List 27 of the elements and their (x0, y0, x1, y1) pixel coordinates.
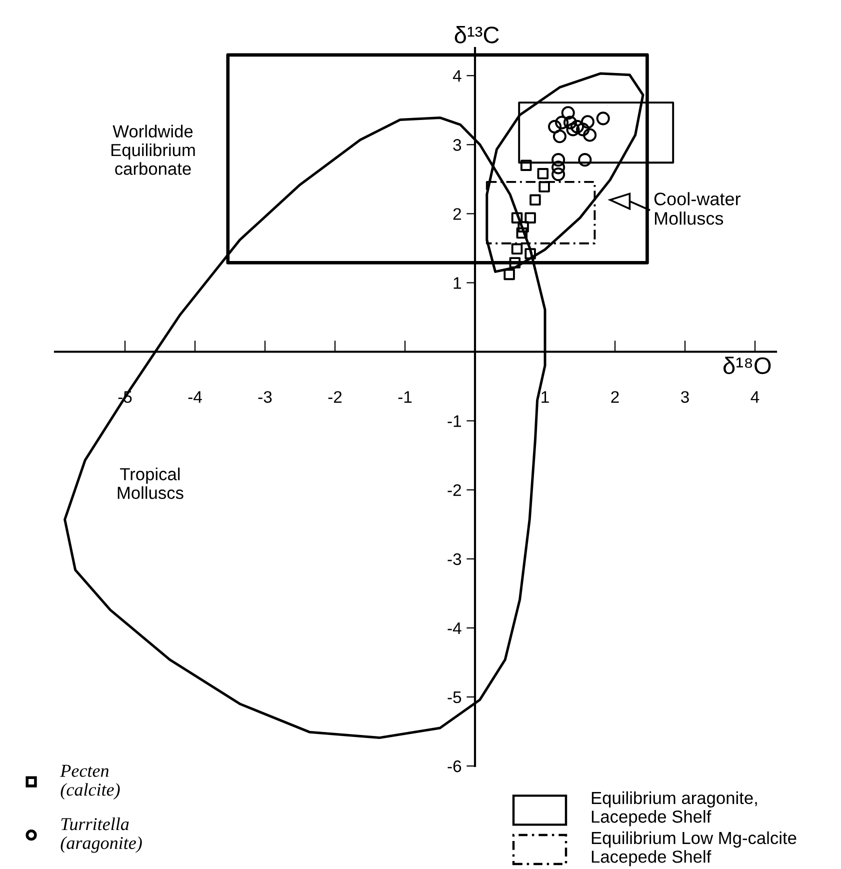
y-tick-label: -6 (448, 760, 462, 772)
annotation: Worldwide Equilibrium carbonate (111, 124, 195, 175)
y-axis-title: δ¹³C (454, 26, 499, 44)
y-tick-label: 1 (454, 277, 461, 289)
text: Equilibrium aragonite, Lacepede Shelf (592, 791, 757, 826)
x-tick-label: -3 (258, 391, 272, 403)
y-tick-label: -1 (448, 415, 461, 427)
y-tick-label: -5 (448, 692, 462, 704)
y-tick-label: 2 (453, 208, 461, 220)
x-tick-label: -2 (328, 391, 342, 403)
x-tick-label: 2 (611, 391, 619, 403)
y-tick-label: -2 (448, 484, 461, 496)
y-tick-label: -3 (448, 553, 462, 566)
x-tick-label: 3 (681, 391, 689, 403)
y-tick-label: 3 (453, 139, 462, 151)
x-tick-label: 1 (542, 391, 549, 403)
legend-label: Turritella (aragonite) (60, 817, 142, 853)
legend-label: Pecten (calcite) (60, 764, 120, 800)
y-tick-label: -4 (448, 622, 462, 634)
y-tick-label: 4 (452, 70, 462, 82)
x-tick-label: -4 (188, 391, 202, 403)
x-axis-title: δ¹⁸O (723, 356, 771, 374)
annotation: Tropical Molluscs (118, 468, 184, 500)
annotation: Cool-water Molluscs (654, 192, 740, 225)
text: Equilibrium Low Mg-calcite Lacepede Shelf (592, 831, 796, 866)
x-tick-label: 4 (750, 391, 760, 403)
x-tick-label: -1 (398, 391, 412, 403)
